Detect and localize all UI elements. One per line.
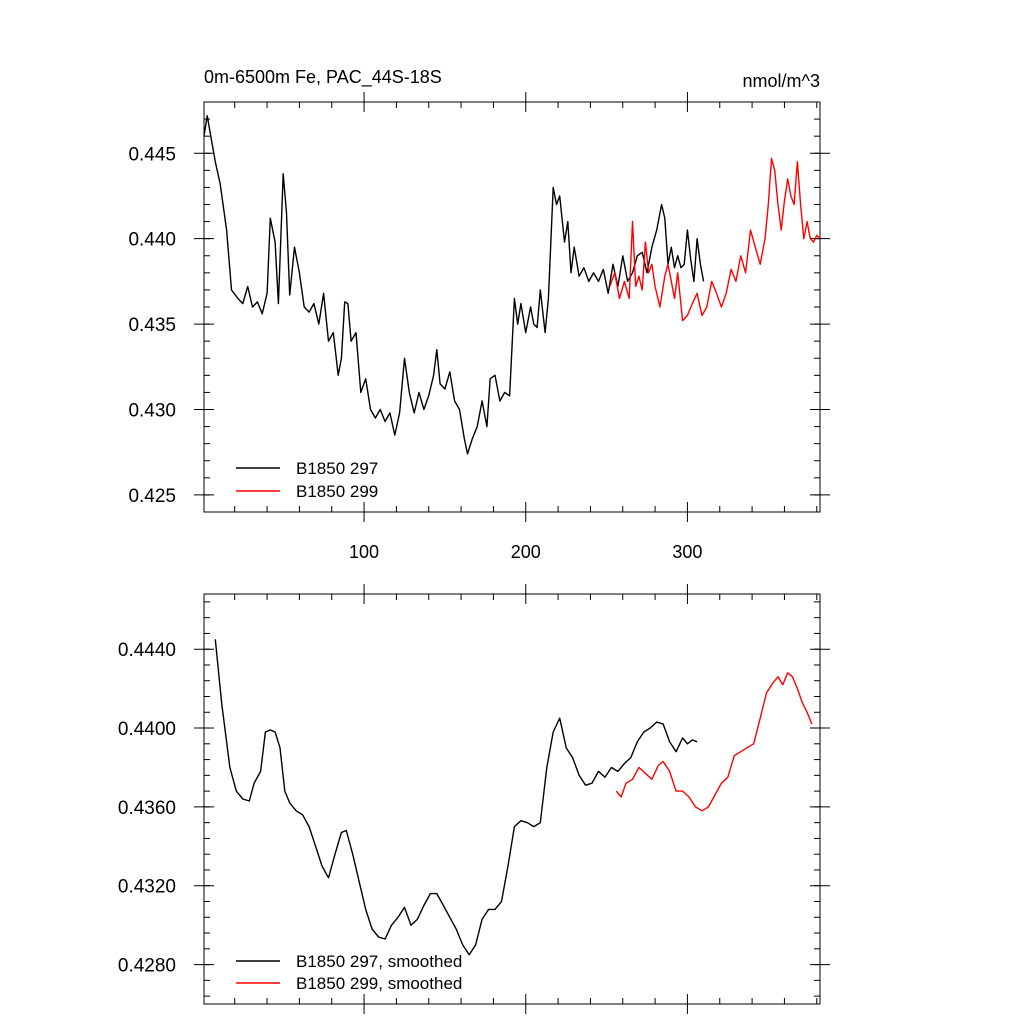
bottom-y-tick-label: 0.4280 [118, 956, 176, 977]
top-series-line-1 [203, 115, 705, 455]
top-y-tick-label: 0.435 [128, 315, 176, 336]
bottom-series-line-2 [615, 672, 813, 812]
bottom-y-tick-label: 0.4360 [118, 798, 176, 819]
top-plot-area: 100 200 300 0.425 0.430 0.435 0.440 0.445 [128, 92, 830, 562]
top-legend: B1850 297 B1850 299 [236, 459, 378, 501]
bottom-series-line-1 [214, 639, 698, 956]
bottom-legend-label-2: B1850 299, smoothed [296, 974, 462, 993]
top-legend-label-1: B1850 297 [296, 459, 378, 478]
bottom-y-tick-label: 0.4440 [118, 640, 176, 661]
bottom-y-tick-label: 0.4320 [118, 877, 176, 898]
top-plot-frame [203, 101, 821, 513]
top-title-right: nmol/m^3 [743, 71, 820, 91]
top-y-tick-label: 0.440 [128, 230, 176, 251]
bottom-legend-label-1: B1850 297, smoothed [296, 952, 462, 971]
bottom-y-tick-label: 0.4400 [118, 719, 176, 740]
top-x-tick-label: 200 [511, 542, 541, 562]
top-panel: 0m-6500m Fe, PAC_44S-18S nmol/m^3 100 200… [128, 67, 830, 562]
top-y-tick-label: 0.430 [128, 401, 176, 422]
bottom-plot-area: 0.4280 0.4320 0.4360 0.4400 0.4440 [118, 584, 830, 1014]
top-y-tick-label: 0.425 [128, 486, 176, 507]
bottom-panel: 0.4280 0.4320 0.4360 0.4400 0.4440 B1850 297… [118, 584, 830, 1014]
bottom-plot-frame [203, 593, 821, 1005]
top-series-line-2 [609, 157, 821, 322]
top-x-tick-label: 300 [672, 542, 702, 562]
top-legend-label-2: B1850 299 [296, 482, 378, 501]
top-y-tick-label: 0.445 [128, 144, 176, 165]
bottom-legend: B1850 297, smoothed B1850 299, smoothed [236, 952, 462, 993]
top-title-left: 0m-6500m Fe, PAC_44S-18S [204, 67, 442, 88]
top-x-tick-label: 100 [349, 542, 379, 562]
